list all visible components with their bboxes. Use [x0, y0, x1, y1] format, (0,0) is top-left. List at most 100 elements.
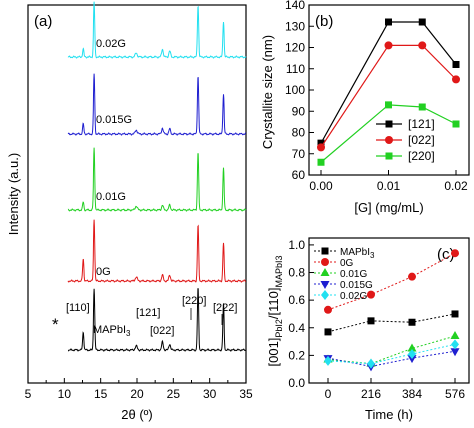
panel-b-xlabel: [G] (mg/mL): [354, 200, 423, 215]
b-legend-marker: [385, 120, 393, 128]
panel-b-frame: [308, 4, 470, 176]
b-ytick-label: 100: [285, 83, 305, 97]
panel-a-frame: [27, 4, 247, 384]
a-trace-1: [67, 73, 247, 136]
c-point-0-2: [408, 318, 416, 326]
panel-c-xlabel: Time (h): [365, 407, 413, 422]
c-point-4-1: [367, 358, 375, 369]
c-point-4-0: [324, 355, 332, 366]
b-ytick-label: 110: [286, 62, 305, 76]
a-peak-label: [222]: [213, 302, 237, 314]
a-xtick-label: 35: [239, 387, 253, 401]
a-trace-2: [67, 147, 247, 212]
b-point-2-0: [317, 158, 325, 166]
b-line-0: [320, 21, 457, 144]
c-legend-marker: [321, 247, 329, 255]
c-ylabel-sub1: PbI2: [274, 319, 284, 338]
c-legend-marker: [320, 281, 330, 289]
b-legend-marker: [385, 152, 393, 160]
a-xtick-label: 10: [58, 387, 72, 401]
b-xtick-label: 0.00: [309, 179, 333, 193]
c-legend-label: 0.015G: [340, 280, 373, 291]
panel-c-ratio: (c) 0.00.20.40.60.81.00 216 384 576 MAPbI30…: [266, 237, 470, 422]
b-xtick-label: 0.02: [444, 179, 468, 193]
a-peak-label: [110]: [66, 302, 90, 314]
panel-a-ylabel: Intensity (a.u.): [6, 153, 21, 235]
c-ytick-label: 0.8: [288, 266, 305, 280]
a-series-label-0: 0.02G: [96, 38, 126, 50]
b-ytick-label: 130: [285, 19, 305, 33]
a-peak-label: [022]: [150, 325, 174, 337]
c-point-2-3: [450, 331, 460, 340]
panel-c-label: (c): [437, 246, 455, 263]
c-ylabel-main1: [001]: [266, 338, 281, 367]
a-peak-label: [220]: [182, 295, 206, 307]
b-point-1-2: [418, 41, 427, 50]
b-ytick-label: 60: [292, 168, 306, 182]
c-point-1-0: [324, 305, 332, 314]
b-point-0-0: [317, 139, 325, 147]
panel-a-xlabel: 2θ (º): [121, 407, 152, 422]
c-point-1-2: [408, 272, 416, 281]
panel-a-xrd: (a) 0.02G 0.015G 0.01G 0G MAPbI3 * [110] [121] […: [6, 1, 253, 422]
c-point-4-3: [451, 339, 459, 350]
b-ytick-label: 120: [285, 41, 305, 55]
panel-c-ylabel: [001]PbI2/[110]MAPbI3: [266, 255, 284, 366]
b-point-0-2: [418, 18, 426, 26]
panel-a-label: (a): [34, 13, 52, 30]
c-ytick-label: 0.6: [288, 293, 305, 307]
b-ytick-label: 70: [292, 147, 306, 161]
b-point-1-1: [384, 41, 393, 50]
b-point-0-3: [452, 61, 460, 68]
a-xtick-label: 15: [94, 387, 108, 401]
c-point-1-3: [451, 249, 459, 258]
a-series-label-4: MAPbI3: [93, 324, 131, 338]
c-point-3-3: [450, 348, 460, 357]
a-series-label-3: 0G: [96, 266, 111, 278]
b-ytick-label: 90: [292, 104, 306, 118]
c-legend-label: 0.02G: [340, 291, 367, 302]
c-xtick-label: 576: [445, 387, 465, 401]
b-line-1: [320, 44, 457, 148]
a-series-label-1: 0.015G: [96, 114, 132, 126]
c-xtick-label: 384: [402, 387, 422, 401]
c-xtick-label: 216: [361, 387, 381, 401]
c-point-0-1: [367, 317, 375, 325]
b-ytick-label: 140: [285, 0, 305, 12]
c-point-1-1: [367, 290, 375, 299]
c-legend-label: MAPbI3: [340, 247, 375, 260]
c-line-2: [327, 335, 456, 365]
c-legend-label: 0G: [340, 258, 354, 269]
c-legend-marker: [320, 268, 330, 276]
c-point-0-0: [324, 328, 332, 336]
c-ytick-label: 0.0: [288, 376, 305, 390]
panel-b-label: (b): [315, 13, 333, 30]
c-ytick-label: 1.0: [288, 238, 305, 252]
b-ytick-label: 80: [292, 126, 306, 140]
c-point-3-2: [407, 355, 417, 364]
c-ylabel-main2: /[110]: [266, 288, 281, 320]
a-xtick-label: 20: [130, 387, 144, 401]
c-line-0: [327, 313, 456, 333]
c-xtick-label: 0: [325, 387, 332, 401]
c-legend-marker: [321, 290, 329, 300]
a-xtick-label: 30: [203, 387, 217, 401]
panel-b-ylabel: Crystallite size (nm): [260, 35, 275, 149]
c-legend-label: 0.01G: [340, 269, 367, 280]
b-point-0-1: [385, 18, 392, 26]
b-legend-label: [220]: [408, 149, 435, 163]
a-trace-3: [67, 219, 247, 283]
a-peak-label: [121]: [136, 307, 160, 319]
b-legend-marker: [385, 136, 393, 144]
c-ytick-label: 0.4: [288, 321, 305, 335]
c-point-2-2: [407, 343, 417, 352]
b-point-1-0: [317, 143, 325, 152]
c-point-0-3: [451, 310, 459, 318]
a-xtick-label: 5: [25, 387, 32, 401]
a-xtick-label: 25: [167, 387, 181, 401]
c-line-4: [327, 343, 456, 365]
b-legend-label: [121]: [408, 117, 435, 131]
a-peak-label: *: [52, 315, 59, 334]
